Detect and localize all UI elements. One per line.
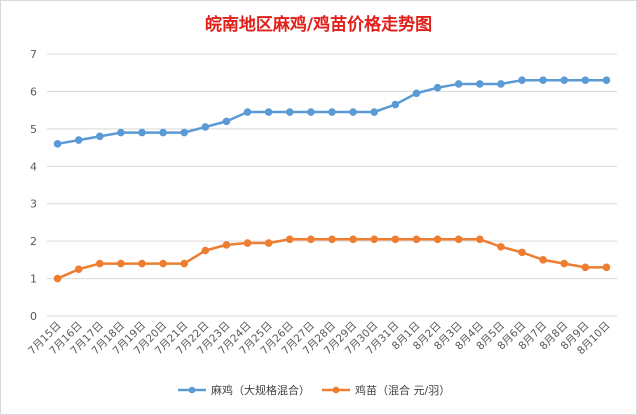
data-point [518, 248, 526, 257]
y-tick-label: 0 [30, 310, 37, 323]
y-tick-label: 3 [30, 198, 37, 211]
data-point [497, 242, 505, 251]
data-point [475, 80, 484, 88]
data-point [264, 239, 273, 247]
data-point [307, 108, 315, 116]
data-point [560, 259, 569, 268]
data-point [370, 108, 379, 116]
y-tick-label: 6 [30, 85, 37, 98]
y-tick-label: 5 [30, 123, 37, 136]
data-point [243, 239, 252, 247]
series-0 [53, 76, 611, 148]
data-point [222, 241, 231, 249]
chart-title: 皖南地区麻鸡/鸡苗价格走势图 [204, 15, 433, 35]
data-point [74, 265, 83, 274]
data-point [518, 76, 526, 84]
data-point [581, 76, 590, 84]
data-point [391, 235, 400, 244]
series-lines [53, 76, 611, 283]
data-point [349, 235, 357, 244]
data-point [117, 128, 125, 137]
legend-swatch-marker [332, 386, 340, 394]
legend: 麻鸡（大规格混合） 鸡苗（混合 元/羽） [178, 383, 450, 397]
x-axis-ticks: 7月15日7月16日7月17日7月18日7月19日7月20日7月21日7月22日… [26, 320, 612, 358]
y-axis-ticks: 0 1 2 3 4 5 6 7 [30, 48, 37, 323]
legend-item-1: 鸡苗（混合 元/羽） [322, 383, 450, 397]
data-point [138, 128, 146, 137]
data-point [454, 80, 463, 88]
data-point [560, 76, 569, 84]
data-point [497, 80, 505, 88]
series-1 [53, 235, 611, 283]
data-point [328, 235, 336, 244]
data-point [201, 123, 210, 131]
data-point [370, 235, 379, 244]
data-point [602, 263, 611, 272]
y-tick-label: 7 [30, 48, 37, 61]
data-point [117, 259, 125, 268]
data-point [349, 108, 357, 116]
data-point [264, 108, 273, 116]
data-point [138, 259, 146, 268]
data-point [412, 89, 421, 98]
data-point [581, 263, 590, 272]
data-point [539, 256, 547, 264]
legend-label: 鸡苗（混合 元/羽） [355, 383, 450, 397]
data-point [201, 246, 210, 255]
y-tick-label: 1 [30, 273, 37, 286]
data-point [95, 259, 104, 268]
legend-item-0: 麻鸡（大规格混合） [178, 383, 310, 397]
data-point [180, 259, 189, 268]
data-point [307, 235, 315, 244]
data-point [95, 132, 104, 141]
data-point [222, 117, 231, 126]
data-point [454, 235, 463, 244]
y-tick-label: 4 [30, 160, 37, 173]
data-point [602, 76, 611, 84]
data-point [53, 140, 62, 148]
data-point [433, 235, 442, 244]
gridlines [47, 53, 617, 317]
data-point [433, 83, 442, 92]
y-tick-label: 2 [30, 235, 37, 248]
data-point [285, 235, 294, 244]
data-point [180, 128, 189, 137]
legend-swatch-marker [188, 386, 196, 394]
data-point [159, 128, 167, 137]
data-point [53, 274, 62, 283]
data-point [74, 136, 83, 144]
data-point [159, 259, 167, 268]
series-line [57, 238, 607, 280]
data-point [412, 235, 421, 244]
legend-label: 麻鸡（大规格混合） [211, 383, 310, 397]
data-point [285, 108, 294, 116]
data-point [391, 100, 400, 109]
data-point [243, 108, 252, 116]
data-point [328, 108, 336, 116]
data-point [539, 76, 547, 84]
data-point [475, 235, 484, 244]
